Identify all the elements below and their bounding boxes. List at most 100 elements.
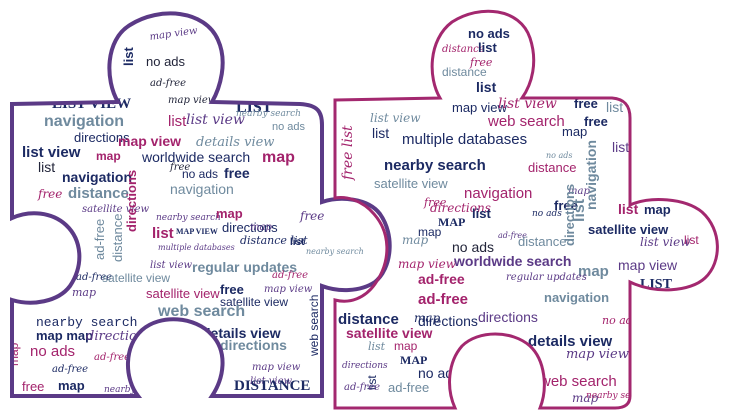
word-no-ads: no ads xyxy=(468,26,510,41)
word-web-search: web search xyxy=(487,113,565,130)
word-distance: distance xyxy=(518,234,566,249)
word-nearby-search: nearby search xyxy=(306,247,364,256)
word-map: map xyxy=(216,206,243,221)
word-navigation: navigation xyxy=(583,140,599,210)
word-no-ads: no ads xyxy=(532,209,562,219)
word-satellite-view: satellite view xyxy=(220,295,288,309)
word-map: map xyxy=(568,186,590,197)
word-map: map xyxy=(414,311,441,325)
left-puzzle-outline xyxy=(10,11,392,398)
word-ad-free: ad-free xyxy=(92,219,107,260)
word-no-ads: no ads xyxy=(30,343,75,360)
word-ad-free: ad-free xyxy=(344,382,380,393)
word-free: free xyxy=(554,198,578,213)
word-map-view: map view xyxy=(398,257,457,271)
word-directions: directions xyxy=(222,220,278,235)
word-free: free xyxy=(584,114,608,129)
word-multiple-databases: multiple databases xyxy=(158,243,235,252)
word-ad-free: ad-free xyxy=(388,380,429,395)
word-distance: distance xyxy=(338,311,399,328)
word-regular-updates: regular updates xyxy=(192,259,297,275)
word-map: map xyxy=(394,339,418,353)
word-list-view: list view xyxy=(250,376,292,387)
word-distance: distance xyxy=(528,160,576,175)
word-list-view: list view xyxy=(498,96,557,112)
word-map-view: map view xyxy=(168,95,217,106)
word-list-view: list view xyxy=(640,235,691,249)
word-map-view: map view xyxy=(149,25,199,43)
word-free: free xyxy=(299,209,324,223)
word-directions: directions xyxy=(124,170,139,232)
word-map: map xyxy=(402,233,429,247)
word-distance: distance xyxy=(110,214,125,262)
word-list: list xyxy=(168,113,187,130)
word-list: list xyxy=(684,233,699,247)
word-navigation: navigation xyxy=(44,113,124,130)
word-list-view: list view xyxy=(150,260,192,271)
word-satellite-view: satellite view xyxy=(346,325,432,341)
word-list: list xyxy=(372,125,389,141)
word-satellite-view: satellite view xyxy=(82,204,150,215)
word-distance: distance xyxy=(442,65,487,79)
word-map: map xyxy=(96,149,121,163)
word-list: list xyxy=(121,47,136,66)
word-distance: distance xyxy=(442,44,485,55)
word-directions: directions xyxy=(74,130,130,145)
word-satellite-view: satellite view xyxy=(588,222,669,237)
word-web-search: web search xyxy=(307,295,321,357)
word-no-ads: no ads xyxy=(418,365,460,381)
word-map-view: map view xyxy=(452,100,508,115)
word-navigation: navigation xyxy=(170,181,234,197)
word-multiple-databases: multiple databases xyxy=(402,131,527,148)
word-no-ads: no ads xyxy=(546,151,573,160)
word-details-view: details view xyxy=(202,325,281,341)
word-free: free xyxy=(37,187,62,201)
word-regular-updates: regular updates xyxy=(506,272,587,283)
word-satellite-view: satellite view xyxy=(102,271,170,285)
word-map: MAP xyxy=(438,215,465,229)
word-list: list xyxy=(152,225,174,242)
word-web-search: web search xyxy=(539,373,617,390)
word-map-view: map view xyxy=(618,257,678,273)
word-list: list xyxy=(365,375,379,390)
word-worldwide-search: worldwide search xyxy=(141,149,250,165)
right-puzzle-outline xyxy=(333,9,719,410)
word-free: free xyxy=(22,379,44,394)
word-navigation: navigation xyxy=(464,185,532,202)
word-ad-free: ad-free xyxy=(272,270,308,281)
word-free: free xyxy=(574,96,598,111)
word-directions: directions xyxy=(478,309,538,325)
word-map: MAP xyxy=(400,353,427,367)
word-no-ads: no ads xyxy=(452,239,494,255)
word-map: map xyxy=(7,342,21,366)
word-map: map xyxy=(578,263,609,280)
word-directions: directions xyxy=(418,313,478,329)
word-free: free xyxy=(423,196,447,209)
word-free: free xyxy=(224,165,250,181)
word-worldwide-search: worldwide search xyxy=(453,253,571,269)
word-map: map xyxy=(250,222,272,233)
word-list: list xyxy=(472,206,491,221)
word-free: free xyxy=(469,56,493,69)
word-map-view: MAP VIEW xyxy=(176,227,218,236)
word-list: list xyxy=(612,139,629,155)
word-map: map xyxy=(562,124,587,139)
word-list: list xyxy=(606,99,623,115)
word-list: list xyxy=(571,198,588,222)
word-distance-list: distance list xyxy=(240,234,308,247)
word-map: map xyxy=(644,202,671,217)
word-ad-free: ad-free xyxy=(76,272,112,283)
word-list: list xyxy=(476,79,497,95)
word-list-view: list view xyxy=(186,112,245,128)
word-navigation: navigation xyxy=(544,290,609,305)
word-map: map xyxy=(572,391,599,405)
word-map-view: map view xyxy=(566,347,629,362)
word-free-list: free list xyxy=(340,125,356,181)
word-map: map xyxy=(418,225,442,239)
word-ad-free: ad-free xyxy=(150,78,186,89)
word-ad-free: ad-free xyxy=(418,271,465,287)
word-map-view: map view xyxy=(264,284,313,295)
word-nearby-search: nearby search xyxy=(36,315,137,330)
